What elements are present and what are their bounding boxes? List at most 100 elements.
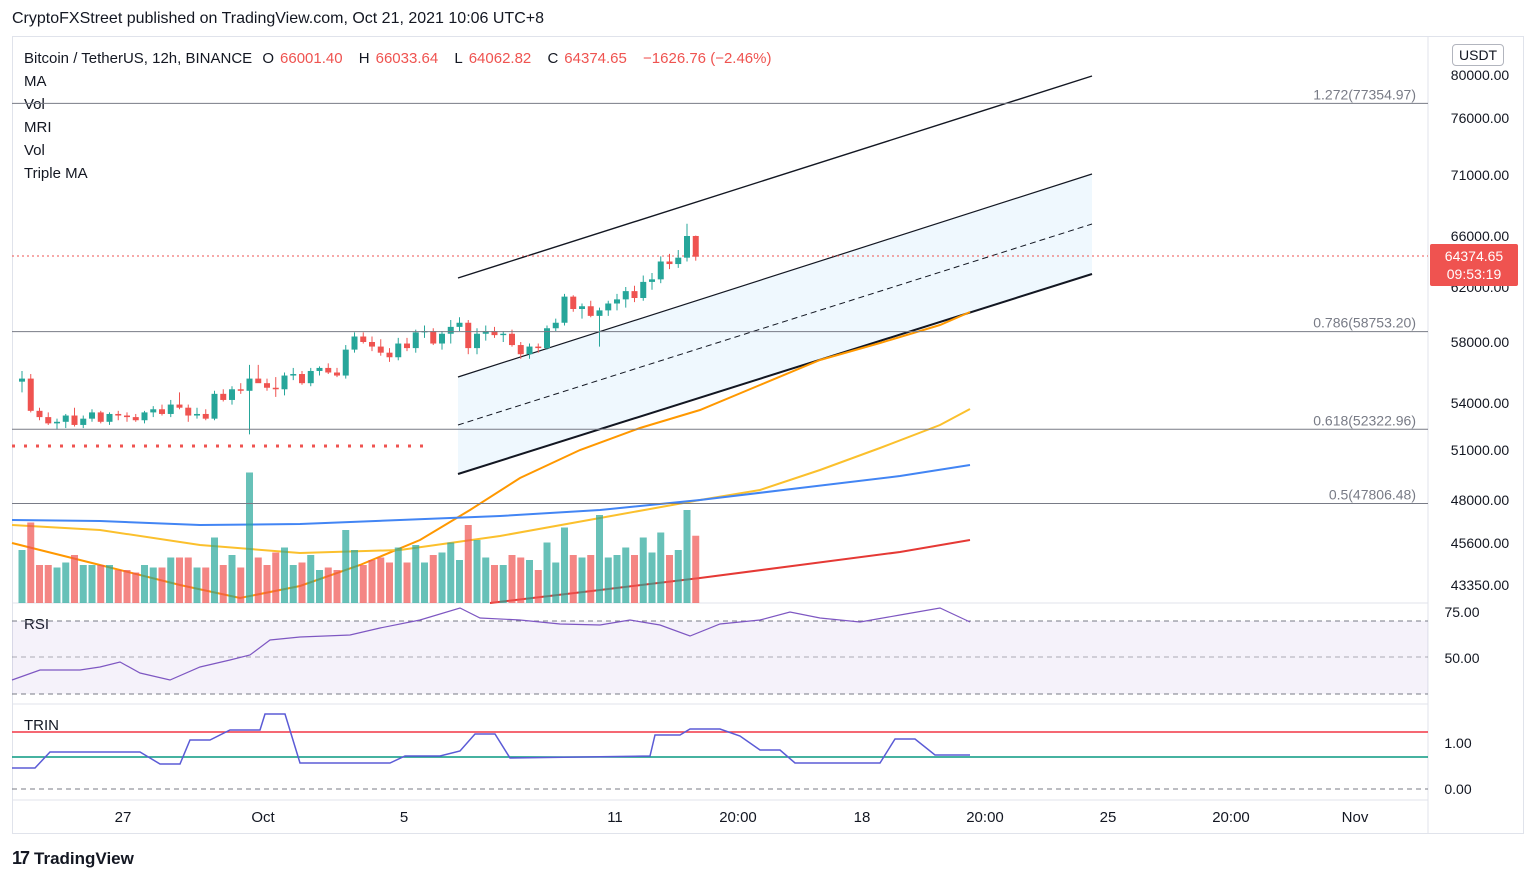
candle[interactable] bbox=[211, 390, 218, 421]
candle[interactable] bbox=[272, 377, 279, 397]
candle[interactable] bbox=[570, 295, 577, 312]
candle[interactable] bbox=[194, 407, 200, 419]
candle[interactable] bbox=[465, 320, 472, 355]
candle[interactable] bbox=[36, 407, 43, 421]
candle-body bbox=[281, 375, 288, 390]
candle[interactable] bbox=[220, 389, 227, 402]
study-vol-2[interactable]: Vol bbox=[24, 142, 45, 159]
candle[interactable] bbox=[80, 415, 87, 429]
candle[interactable] bbox=[517, 342, 524, 359]
volume-bar bbox=[578, 557, 586, 603]
candle[interactable] bbox=[649, 272, 655, 290]
rsi-label[interactable]: RSI bbox=[24, 616, 50, 633]
candle[interactable] bbox=[176, 392, 183, 410]
candle[interactable] bbox=[62, 413, 69, 429]
study-ma[interactable]: MA bbox=[24, 73, 47, 90]
candle[interactable] bbox=[474, 328, 480, 355]
candle[interactable] bbox=[185, 404, 192, 422]
candle[interactable] bbox=[97, 410, 104, 424]
candle[interactable] bbox=[552, 318, 559, 331]
symbol-label[interactable]: Bitcoin / TetherUS, 12h, BINANCE bbox=[24, 50, 253, 67]
candle[interactable] bbox=[342, 345, 349, 379]
candle[interactable] bbox=[255, 364, 262, 384]
candle[interactable] bbox=[290, 367, 297, 381]
candle[interactable] bbox=[27, 374, 34, 413]
channel-upper-line[interactable] bbox=[457, 173, 1093, 378]
candle[interactable] bbox=[299, 370, 305, 385]
candle[interactable] bbox=[456, 317, 463, 331]
candle-body bbox=[246, 378, 253, 391]
currency-button[interactable]: USDT bbox=[1452, 44, 1505, 66]
candle[interactable] bbox=[19, 370, 25, 393]
rsi-line[interactable] bbox=[11, 607, 971, 681]
candle[interactable] bbox=[692, 235, 699, 261]
candle[interactable] bbox=[246, 364, 253, 435]
candle[interactable] bbox=[631, 285, 638, 303]
candle[interactable] bbox=[351, 332, 358, 353]
study-triple-ma[interactable]: Triple MA bbox=[24, 165, 88, 182]
candle[interactable] bbox=[377, 339, 384, 356]
candle[interactable] bbox=[430, 328, 437, 346]
candle[interactable] bbox=[544, 325, 550, 350]
candle[interactable] bbox=[360, 332, 367, 344]
candle[interactable] bbox=[281, 372, 288, 396]
candle[interactable] bbox=[369, 336, 375, 352]
candle[interactable] bbox=[605, 300, 612, 316]
candle[interactable] bbox=[666, 253, 673, 270]
candle[interactable] bbox=[675, 250, 682, 268]
candle[interactable] bbox=[579, 303, 585, 319]
candle[interactable] bbox=[325, 363, 332, 375]
time-tick-label: 5 bbox=[400, 809, 408, 826]
candle[interactable] bbox=[132, 413, 139, 422]
candle[interactable] bbox=[54, 418, 60, 430]
candle[interactable] bbox=[167, 399, 174, 418]
candle[interactable] bbox=[307, 367, 314, 387]
trin-line[interactable] bbox=[12, 713, 970, 769]
candle[interactable] bbox=[89, 409, 95, 422]
candle[interactable] bbox=[535, 343, 542, 353]
candle[interactable] bbox=[115, 410, 122, 421]
candle[interactable] bbox=[587, 300, 594, 318]
candle[interactable] bbox=[500, 331, 507, 342]
candle[interactable] bbox=[482, 325, 489, 341]
candle[interactable] bbox=[526, 343, 533, 359]
volume-bar bbox=[596, 515, 603, 603]
candle[interactable] bbox=[150, 406, 157, 418]
candle[interactable] bbox=[684, 223, 690, 262]
candle[interactable] bbox=[596, 307, 603, 347]
study-mri[interactable]: MRI bbox=[24, 119, 52, 136]
study-vol[interactable]: Vol bbox=[24, 96, 45, 113]
current-price-tag[interactable] bbox=[1430, 244, 1518, 286]
candle[interactable] bbox=[640, 275, 647, 301]
candle[interactable] bbox=[395, 337, 402, 361]
candle[interactable] bbox=[334, 367, 340, 378]
candle[interactable] bbox=[45, 412, 52, 425]
candle[interactable] bbox=[202, 409, 209, 421]
candle[interactable] bbox=[404, 337, 410, 352]
candle[interactable] bbox=[439, 331, 445, 350]
channel-lower-line[interactable] bbox=[457, 273, 1093, 475]
candle[interactable] bbox=[491, 326, 498, 338]
tradingview-logo[interactable]: 17 TradingView bbox=[12, 848, 134, 869]
candle[interactable] bbox=[229, 386, 235, 405]
candle[interactable] bbox=[237, 383, 244, 394]
candle[interactable] bbox=[71, 407, 78, 427]
candle[interactable] bbox=[106, 412, 113, 425]
candle[interactable] bbox=[264, 378, 270, 391]
ma-blue-line[interactable] bbox=[11, 464, 971, 527]
candle[interactable] bbox=[159, 404, 165, 416]
candle[interactable] bbox=[614, 293, 620, 311]
candle[interactable] bbox=[509, 329, 515, 347]
candle[interactable] bbox=[124, 412, 130, 422]
candle[interactable] bbox=[316, 366, 323, 376]
candle[interactable] bbox=[561, 293, 568, 326]
candle[interactable] bbox=[622, 287, 629, 308]
candle[interactable] bbox=[386, 348, 393, 362]
upper-trendline[interactable] bbox=[457, 75, 1093, 279]
trin-label[interactable]: TRIN bbox=[24, 717, 59, 734]
channel-median-line[interactable] bbox=[457, 223, 1093, 426]
candle[interactable] bbox=[412, 329, 419, 353]
candle[interactable] bbox=[141, 410, 148, 424]
candle[interactable] bbox=[657, 256, 664, 284]
